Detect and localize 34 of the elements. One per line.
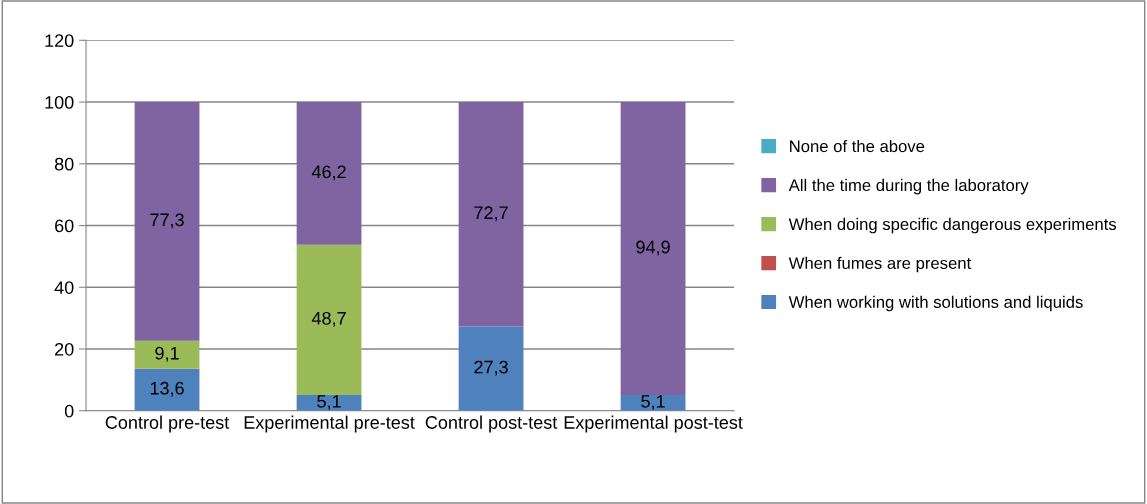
legend-label: All the time during the laboratory [788,178,1029,195]
bar [458,102,524,327]
bar [458,326,524,411]
y-tick-label: 60 [55,219,74,233]
y-tick-label: 0 [64,404,74,418]
bar [134,102,200,341]
legend-label: When fumes are present [788,256,972,273]
y-tick-label: 100 [45,95,74,109]
legend-label: None of the above [790,139,925,153]
y-tick-label: 120 [45,34,74,48]
legend-label: When working with solutions and liquids [788,295,1083,312]
data-label: 46,2 [311,165,346,181]
x-tick-label: Control pre-test [105,415,230,433]
data-label: 94,9 [636,240,670,256]
data-label: 27,3 [474,360,508,376]
x-tick-label: Experimental post-test [564,415,743,433]
x-tick-label: Control post-test [425,415,558,433]
data-label: 5,1 [317,395,341,410]
bar [620,102,686,396]
x-tick-label: Experimental pre-test [244,415,415,433]
y-tick-label: 80 [54,157,74,171]
y-tick-label: 20 [55,342,74,356]
data-label: 9,1 [155,346,179,362]
data-label: 5,1 [641,395,665,410]
data-label: 48,7 [311,311,346,327]
bar [296,102,362,245]
bar [134,340,200,369]
bar [296,244,362,396]
data-label: 77,3 [150,213,184,229]
data-label: 13,6 [150,381,184,397]
data-label: 72,7 [474,206,508,222]
bar [134,368,200,411]
legend-label: When doing specific dangerous experiments [788,217,1117,234]
y-tick-label: 40 [54,281,74,294]
